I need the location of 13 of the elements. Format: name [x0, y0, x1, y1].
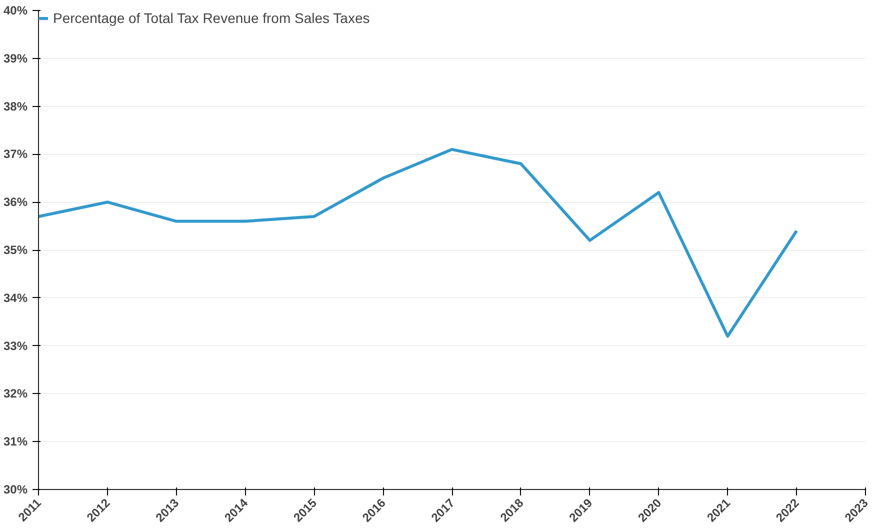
y-tick-label: 34% [3, 290, 28, 305]
y-tick-label: 39% [3, 51, 28, 66]
y-tick-label: 33% [3, 338, 28, 353]
line-series [38, 148, 798, 338]
y-tick-label: 40% [3, 4, 28, 18]
text: Percentage of Total Tax Revenue from Sales Taxes [53, 10, 370, 26]
y-tick-label: 38% [3, 99, 28, 114]
y-tick-label: 30% [3, 482, 28, 496]
y-tick-label: 36% [3, 195, 28, 210]
y-tick-label: 32% [3, 386, 28, 401]
y-tick-label: 31% [3, 434, 28, 449]
y-tick-label: 35% [3, 243, 28, 257]
y-tick-label: 37% [3, 147, 28, 162]
